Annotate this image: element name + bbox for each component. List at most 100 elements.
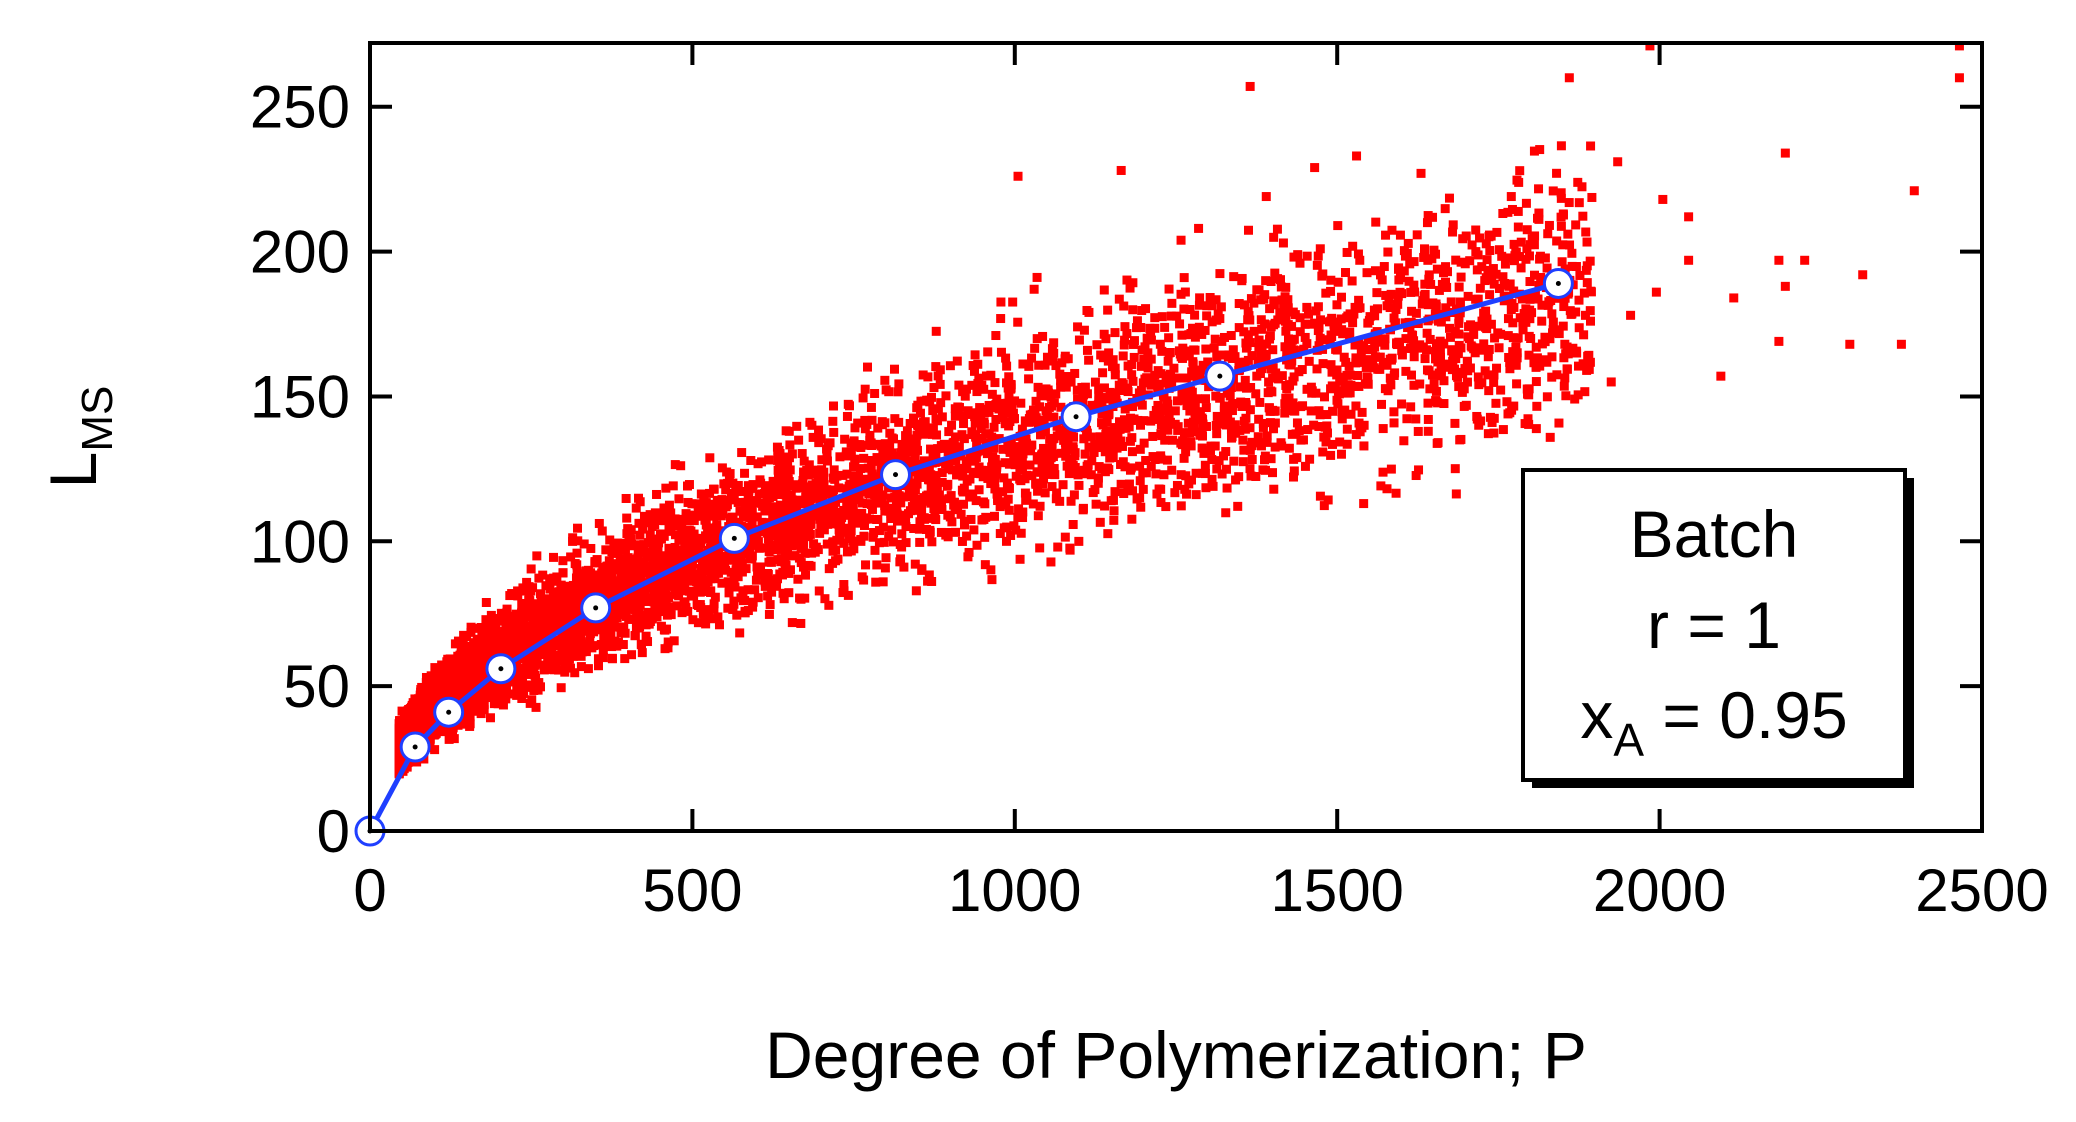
- scatter-point: [1220, 332, 1230, 342]
- scatter-point: [1119, 340, 1129, 350]
- scatter-point: [1524, 251, 1534, 261]
- scatter-point: [1492, 227, 1502, 237]
- scatter-point: [1254, 335, 1264, 345]
- scatter-point: [1349, 309, 1359, 319]
- scatter-point: [1423, 398, 1433, 408]
- scatter-point: [1422, 328, 1432, 338]
- scatter-point: [1581, 265, 1591, 275]
- scatter-point: [1001, 353, 1011, 363]
- scatter-point: [1489, 377, 1499, 387]
- scatter-point: [1312, 364, 1322, 374]
- scatter-point: [808, 432, 818, 442]
- scatter-point: [669, 636, 679, 646]
- scatter-point: [849, 544, 859, 554]
- scatter-point: [686, 590, 696, 600]
- scatter-point: [1480, 276, 1490, 286]
- scatter-point: [1313, 251, 1323, 261]
- scatter-point: [1345, 370, 1355, 380]
- scatter-point: [912, 445, 922, 455]
- scatter-point: [1313, 302, 1323, 312]
- scatter-point: [1064, 377, 1074, 387]
- scatter-point: [1518, 325, 1528, 335]
- scatter-point: [1188, 359, 1198, 369]
- scatter-point: [1109, 515, 1119, 525]
- scatter-point: [928, 450, 938, 460]
- scatter-point: [1251, 389, 1261, 399]
- scatter-point: [991, 415, 1001, 425]
- scatter-point: [980, 532, 990, 542]
- scatter-point: [1011, 525, 1021, 535]
- scatter-point: [1243, 307, 1253, 317]
- scatter-point: [1016, 528, 1026, 538]
- scatter-point: [1122, 329, 1132, 339]
- scatter-point: [1585, 306, 1595, 316]
- scatter-point: [1492, 363, 1502, 373]
- scatter-point: [1392, 339, 1402, 349]
- scatter-point: [681, 509, 691, 519]
- scatter-point: [819, 525, 829, 535]
- scatter-point: [634, 493, 644, 503]
- scatter-point: [859, 453, 869, 463]
- scatter-point: [962, 531, 972, 541]
- scatter-point: [969, 366, 979, 376]
- scatter-point: [1399, 436, 1409, 446]
- scatter-point: [665, 550, 675, 560]
- scatter-point: [1511, 360, 1521, 370]
- scatter-point: [583, 664, 593, 674]
- scatter-point: [572, 595, 582, 605]
- scatter-point: [781, 462, 791, 472]
- scatter-point: [1556, 221, 1566, 231]
- scatter-point: [1505, 408, 1515, 418]
- scatter-point: [1128, 278, 1138, 288]
- scatter-point: [1322, 410, 1332, 420]
- scatter-point: [1141, 455, 1151, 465]
- scatter-point: [1152, 489, 1162, 499]
- scatter-point: [1168, 435, 1178, 445]
- scatter-point: [972, 387, 982, 397]
- scatter-point: [859, 575, 869, 585]
- scatter-point: [743, 585, 753, 595]
- scatter-point: [597, 526, 607, 536]
- scatter-point: [819, 467, 829, 477]
- scatter-point: [1262, 339, 1272, 349]
- scatter-point: [1277, 295, 1287, 305]
- scatter-point: [1420, 279, 1430, 289]
- scatter-point: [548, 576, 558, 586]
- scatter-point: [1295, 258, 1305, 268]
- scatter-point: [1439, 376, 1449, 386]
- scatter-point: [1370, 342, 1380, 352]
- scatter-point: [1333, 221, 1343, 231]
- scatter-point: [805, 489, 815, 499]
- scatter-point: [1268, 373, 1278, 383]
- scatter-point: [1107, 444, 1117, 454]
- scatter-point: [601, 545, 611, 555]
- scatter-point: [1288, 307, 1298, 317]
- scatter-point: [950, 432, 960, 442]
- scatter-point: [844, 523, 854, 533]
- scatter-point: [871, 577, 881, 587]
- scatter-point: [1145, 323, 1155, 333]
- scatter-point: [835, 530, 845, 540]
- scatter-point: [1063, 433, 1073, 443]
- scatter-point: [1110, 370, 1120, 380]
- scatter-point: [1537, 339, 1547, 349]
- scatter-point: [1122, 421, 1132, 431]
- scatter-point: [1394, 264, 1404, 274]
- scatter-point: [1459, 384, 1469, 394]
- scatter-point: [1289, 334, 1299, 344]
- scatter-point: [1454, 282, 1464, 292]
- scatter-point: [772, 581, 782, 591]
- scatter-point: [892, 509, 902, 519]
- scatter-point: [1381, 290, 1391, 300]
- scatter-point: [1409, 336, 1419, 346]
- scatter-point: [1531, 377, 1541, 387]
- scatter-point: [1273, 374, 1283, 384]
- scatter-point: [1150, 313, 1160, 323]
- scatter-point: [687, 559, 697, 569]
- scatter-point: [747, 517, 757, 527]
- scatter-point: [717, 463, 727, 473]
- scatter-point: [828, 546, 838, 556]
- scatter-point: [746, 456, 756, 466]
- scatter-point: [987, 389, 997, 399]
